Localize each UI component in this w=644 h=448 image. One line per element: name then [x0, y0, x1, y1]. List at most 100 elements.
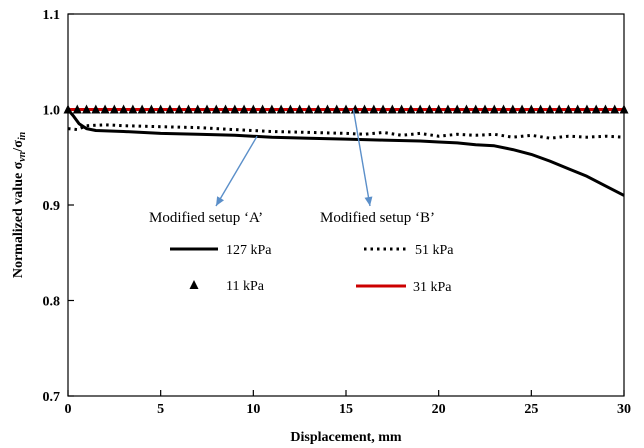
x-tick-label: 30 [617, 402, 631, 417]
data-point-11-kpa [72, 104, 82, 114]
data-point-11-kpa [545, 104, 555, 114]
data-point-11-kpa [563, 104, 573, 114]
y-tick-label: 0.7 [43, 390, 61, 405]
data-point-11-kpa [322, 104, 332, 114]
data-point-11-kpa [165, 104, 175, 114]
data-point-11-kpa [82, 104, 92, 114]
data-point-11-kpa [267, 104, 277, 114]
data-point-11-kpa [119, 104, 129, 114]
y-axis-title-sub-denominator: in [17, 131, 28, 140]
data-point-11-kpa [295, 104, 305, 114]
data-point-11-kpa [369, 104, 379, 114]
y-axis-title-sub-numerator: vn [17, 151, 28, 161]
data-point-11-kpa [128, 104, 138, 114]
annotation-setup-b: Modified setup ‘B’ [320, 210, 435, 226]
y-tick-label: 0.8 [43, 295, 61, 310]
legend-label-31kpa: 31 kPa [413, 280, 452, 295]
data-point-11-kpa [193, 104, 203, 114]
legend-label-51kpa: 51 kPa [415, 243, 454, 258]
series-line-127-kpa [66, 108, 625, 197]
data-point-11-kpa [619, 104, 629, 114]
annotation-arrow-setup-b-shaft [352, 109, 371, 207]
x-axis-ticks: 0 5 10 15 20 25 30 [65, 390, 631, 417]
data-point-11-kpa [434, 104, 444, 114]
y-tick-label: 0.9 [43, 199, 61, 214]
data-point-11-kpa [582, 104, 592, 114]
data-point-11-kpa [156, 104, 166, 114]
annotation-arrow-setup-b [352, 109, 373, 207]
legend-label-11kpa: 11 kPa [226, 279, 265, 294]
data-point-11-kpa [397, 104, 407, 114]
data-point-11-kpa [536, 104, 546, 114]
annotation-arrows [215, 109, 373, 207]
data-point-11-kpa [554, 104, 564, 114]
legend-label-127kpa: 127 kPa [226, 243, 272, 258]
y-axis-title-slash: / [11, 147, 26, 153]
data-point-11-kpa [332, 104, 342, 114]
annotation-arrow-setup-a-shaft [215, 135, 258, 207]
x-tick-label: 15 [339, 402, 353, 417]
y-axis-title-sigma-denominator: σ [11, 140, 26, 148]
annotation-arrow-setup-a [215, 135, 258, 207]
y-axis-title-prefix: Normalized value [11, 169, 26, 278]
data-point-11-kpa [415, 104, 425, 114]
data-point-11-kpa [211, 104, 221, 114]
data-point-11-kpa [276, 104, 286, 114]
data-point-11-kpa [517, 104, 527, 114]
data-point-11-kpa [387, 104, 397, 114]
data-point-11-kpa [202, 104, 212, 114]
y-axis-title-sigma-numerator: σ [11, 161, 26, 169]
y-tick-label: 1.0 [43, 104, 61, 119]
annotation-setup-a: Modified setup ‘A’ [149, 210, 263, 226]
y-axis-title: Normalized value σvn/σin [11, 131, 28, 278]
data-point-11-kpa [378, 104, 388, 114]
data-point-11-kpa [610, 104, 620, 114]
data-point-11-kpa [424, 104, 434, 114]
legend-swatch-11kpa [189, 280, 199, 289]
data-point-11-kpa [230, 104, 240, 114]
data-point-11-kpa [452, 104, 462, 114]
data-point-11-kpa [239, 104, 249, 114]
data-point-11-kpa [341, 104, 351, 114]
data-point-11-kpa [573, 104, 583, 114]
data-point-11-kpa [480, 104, 490, 114]
data-point-11-kpa [461, 104, 471, 114]
data-point-11-kpa [91, 104, 101, 114]
data-point-11-kpa [360, 104, 370, 114]
data-point-11-kpa [248, 104, 258, 114]
data-point-11-kpa [100, 104, 110, 114]
data-point-11-kpa [499, 104, 509, 114]
x-axis-title: Displacement, mm [290, 430, 402, 445]
plot-frame [67, 13, 625, 397]
x-tick-label: 0 [65, 402, 72, 417]
y-axis-ticks: 0.7 0.8 0.9 1.0 1.1 [43, 8, 74, 405]
data-point-11-kpa [591, 104, 601, 114]
data-point-11-kpa [406, 104, 416, 114]
series-layer [63, 104, 629, 197]
data-point-11-kpa [304, 104, 314, 114]
data-point-11-kpa [489, 104, 499, 114]
data-point-11-kpa [183, 104, 193, 114]
data-point-11-kpa [109, 104, 119, 114]
legend: 127 kPa 51 kPa 11 kPa 31 kPa [170, 243, 454, 295]
data-point-11-kpa [471, 104, 481, 114]
y-tick-label: 1.1 [43, 8, 61, 23]
series-line-51-kpa [67, 123, 625, 140]
data-point-11-kpa [63, 104, 73, 114]
data-point-11-kpa [313, 104, 323, 114]
data-point-11-kpa [526, 104, 536, 114]
data-point-11-kpa [174, 104, 184, 114]
data-point-11-kpa [285, 104, 295, 114]
x-tick-label: 10 [246, 402, 260, 417]
x-tick-label: 25 [524, 402, 538, 417]
data-point-11-kpa [146, 104, 156, 114]
x-tick-label: 20 [432, 402, 446, 417]
data-point-11-kpa [137, 104, 147, 114]
data-point-11-kpa [221, 104, 231, 114]
x-tick-label: 5 [157, 402, 164, 417]
data-point-11-kpa [443, 104, 453, 114]
data-point-11-kpa [600, 104, 610, 114]
data-point-11-kpa [258, 104, 268, 114]
annotation-arrow-setup-a-head [216, 196, 225, 206]
